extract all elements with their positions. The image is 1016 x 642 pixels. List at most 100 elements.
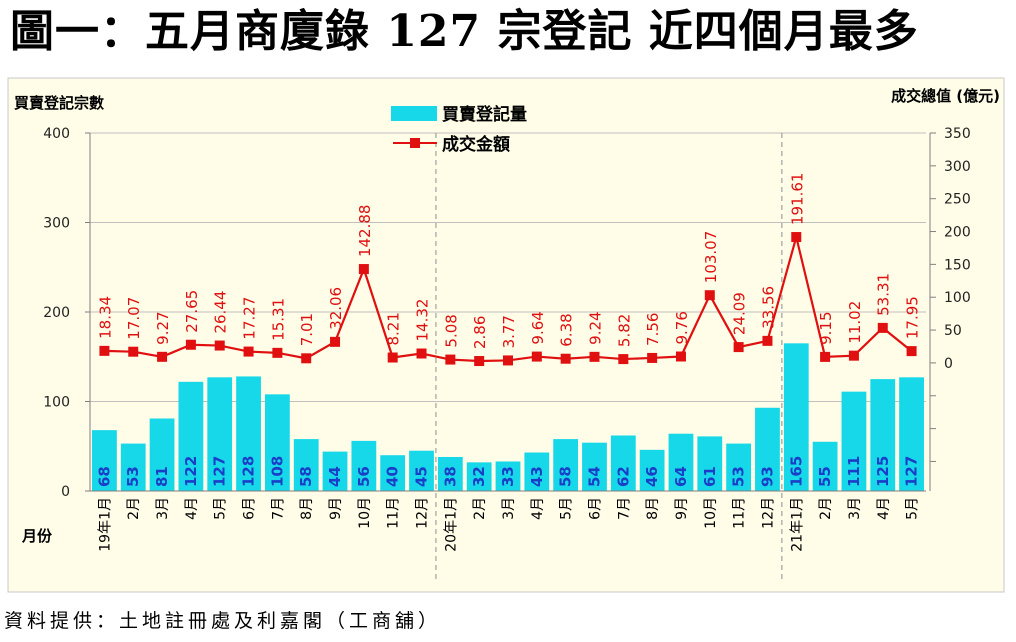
bar <box>812 441 838 491</box>
line-value-label: 191.61 <box>788 173 806 226</box>
line-value-label: 14.32 <box>414 299 432 342</box>
line-value-label: 7.56 <box>644 313 662 346</box>
bar-value-label: 165 <box>787 456 805 487</box>
bar-value-label: 53 <box>124 466 142 487</box>
line-value-label: 9.24 <box>586 311 604 344</box>
line-marker <box>445 354 456 365</box>
bar <box>697 436 723 491</box>
x-tick-label: 4月 <box>530 497 546 520</box>
line-value-label: 9.64 <box>529 311 547 344</box>
bar <box>207 377 233 491</box>
bar <box>149 418 175 491</box>
bar <box>409 450 434 491</box>
bar <box>755 407 780 491</box>
bar-value-label: 108 <box>268 456 286 487</box>
bar-value-label: 125 <box>874 456 892 487</box>
bar-value-label: 54 <box>585 466 603 487</box>
x-tick-label: 2月 <box>126 497 142 520</box>
line-marker <box>387 352 398 363</box>
x-tick-label: 3月 <box>501 497 517 520</box>
line-marker <box>791 232 802 243</box>
y2-tick-label: 350 <box>944 126 971 142</box>
bar-value-label: 58 <box>557 466 575 487</box>
y2-tick-label: 50 <box>944 323 962 339</box>
line-value-label: 33.56 <box>759 286 777 329</box>
x-tick-label: 4月 <box>184 497 200 520</box>
line-marker <box>272 347 283 358</box>
line-value-label: 17.95 <box>904 296 922 339</box>
bar-value-label: 127 <box>903 456 921 487</box>
y-tick-label: 0 <box>61 484 70 500</box>
bar <box>524 452 550 491</box>
bar <box>466 462 492 491</box>
x-tick-label: 3月 <box>847 497 863 520</box>
line-marker <box>243 346 254 357</box>
bar-series <box>92 343 924 491</box>
y2-tick-label: 100 <box>944 290 971 306</box>
x-tick-label: 6月 <box>587 497 603 520</box>
line-marker <box>330 336 341 347</box>
line-value-label: 11.02 <box>846 301 864 344</box>
bar-value-label: 128 <box>240 456 258 487</box>
bar-value-label: 53 <box>730 466 748 487</box>
line-marker <box>820 351 831 362</box>
x-tick-label: 12月 <box>415 497 431 529</box>
x-tick-label: 9月 <box>674 497 690 520</box>
x-tick-label: 11月 <box>386 497 402 529</box>
y2-tick-label: 250 <box>944 192 971 208</box>
bar-value-label: 111 <box>845 456 863 487</box>
line-value-label: 9.76 <box>673 311 691 344</box>
bar <box>783 343 809 491</box>
chart-background <box>7 77 1005 593</box>
page-title: 圖一：五月商廈錄 127 宗登記 近四個月最多 <box>10 6 919 57</box>
x-tick-label: 19年1月 <box>97 497 113 552</box>
y-tick-label: 400 <box>43 126 70 142</box>
line-marker <box>474 356 485 367</box>
line-value-label: 17.27 <box>241 297 259 340</box>
line-value-label: 142.88 <box>356 205 374 258</box>
bar-value-label: 127 <box>211 456 229 487</box>
bar <box>380 455 406 491</box>
x-tick-label: 20年1月 <box>443 497 459 552</box>
bar <box>582 442 607 491</box>
line-value-label: 9.27 <box>154 311 172 344</box>
line-marker <box>647 352 658 363</box>
legend-bar-label: 買賣登記量 <box>442 104 527 125</box>
line-marker <box>301 353 312 364</box>
bar-value-label: 55 <box>816 466 834 487</box>
bar <box>293 439 319 491</box>
chart: 0 100 200 300 400 0 50 100 150 200 250 300 350 19年1月 2… <box>7 77 1005 593</box>
line-value-label: 6.38 <box>558 313 576 346</box>
bar <box>841 391 867 491</box>
x-tick-label: 5月 <box>559 497 575 520</box>
line-value-label: 17.07 <box>125 297 143 340</box>
bar <box>178 381 204 491</box>
bar-value-label: 44 <box>326 466 344 487</box>
line-marker <box>560 353 571 364</box>
line-marker <box>99 345 110 356</box>
x-tick-label: 2月 <box>818 497 834 520</box>
line-marker <box>704 290 715 301</box>
line-value-label: 24.09 <box>731 292 749 335</box>
y2-tick-label: 0 <box>944 356 953 372</box>
line-series <box>99 232 917 367</box>
bar <box>610 435 636 491</box>
bar-value-label: 68 <box>95 466 113 487</box>
line-marker <box>358 264 369 275</box>
legend-bar-swatch <box>391 106 437 121</box>
y-tick-label: 100 <box>43 395 70 411</box>
bar <box>236 376 261 491</box>
bar-value-label: 93 <box>758 466 776 487</box>
x-tick-label: 8月 <box>299 497 315 520</box>
y-tick-label: 200 <box>43 305 70 321</box>
bar-value-label: 62 <box>614 466 632 487</box>
axes: 0 100 200 300 400 0 50 100 150 200 250 300 350 19年1月 2… <box>43 126 970 552</box>
x-tick-label: 5月 <box>213 497 229 520</box>
x-tick-label: 7月 <box>616 497 632 520</box>
bar-value-label: 46 <box>643 466 661 487</box>
x-tick-label: 9月 <box>328 497 344 520</box>
bar-value-label: 61 <box>701 466 719 487</box>
line-marker <box>762 335 773 346</box>
line-marker <box>618 354 629 365</box>
x-tick-label: 11月 <box>732 497 748 529</box>
